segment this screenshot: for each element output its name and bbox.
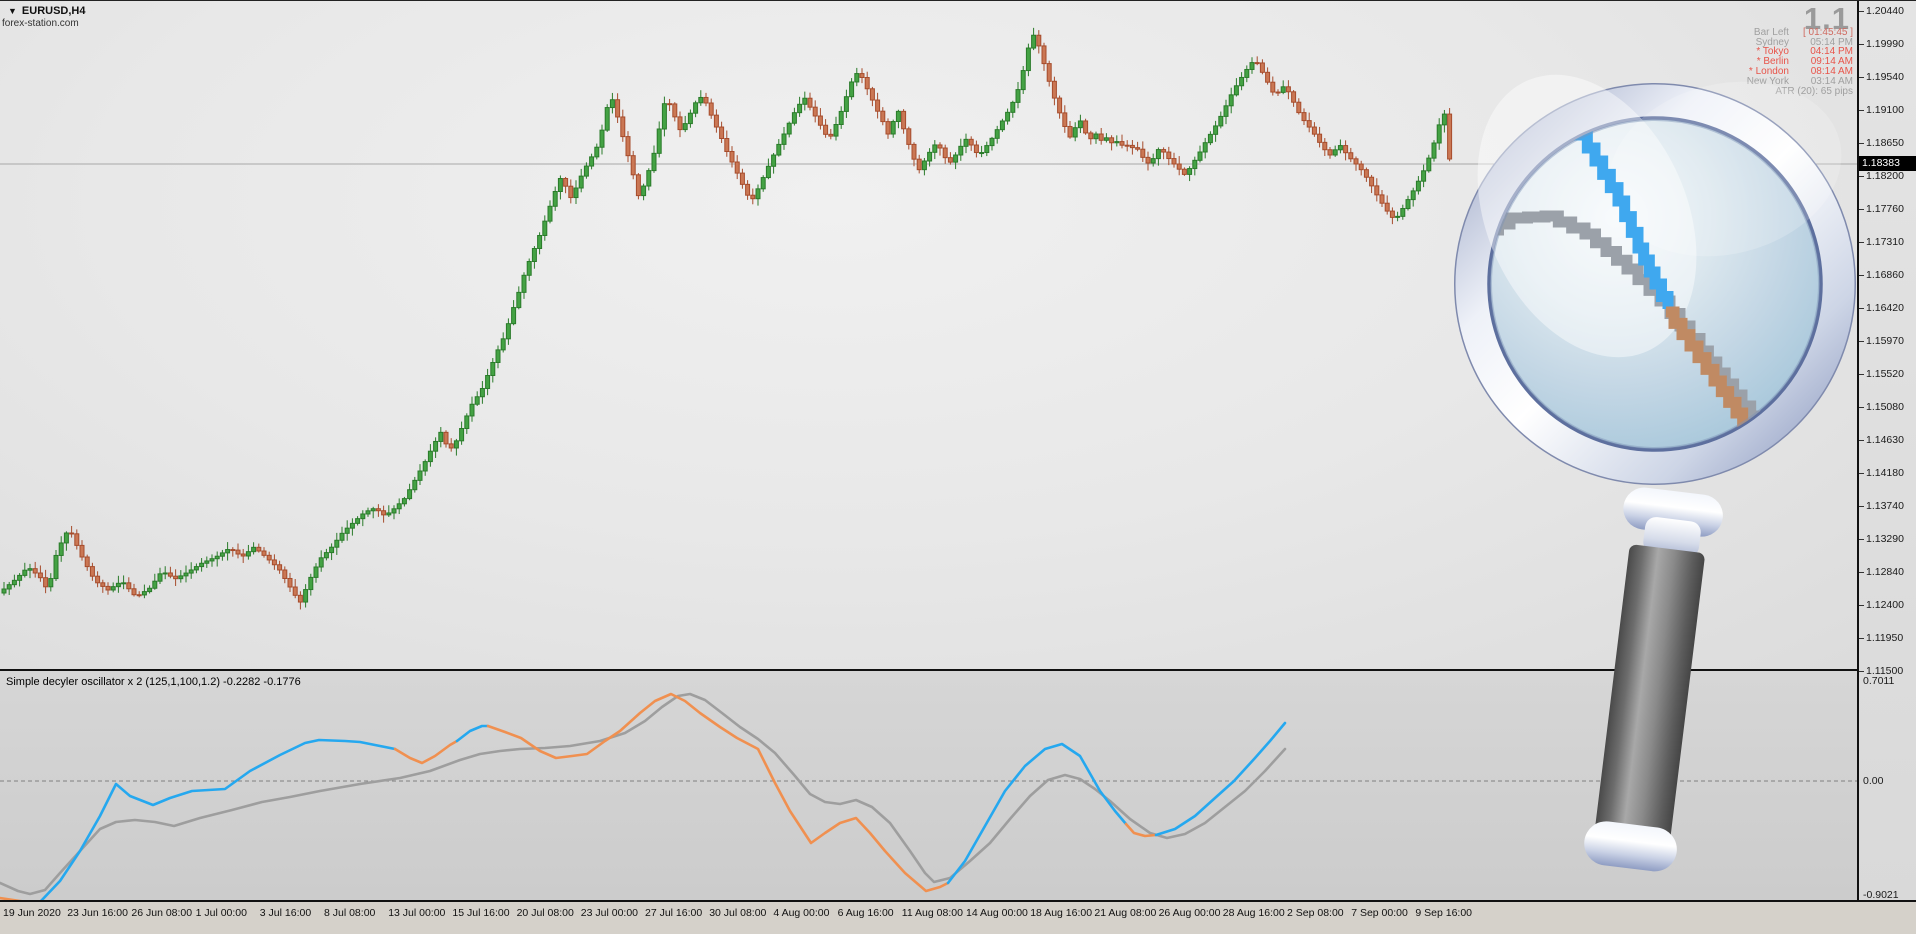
price-axis-label: 1.16860 xyxy=(1859,269,1904,281)
oscillator-colored-line-orange xyxy=(1124,822,1158,838)
time-axis-label: 8 Jul 08:00 xyxy=(324,907,376,919)
time-axis-label: 15 Jul 16:00 xyxy=(452,907,510,919)
time-axis-label: 20 Jul 08:00 xyxy=(516,907,574,919)
time-axis-label: 9 Sep 16:00 xyxy=(1415,907,1473,919)
time-axis-label: 26 Aug 00:00 xyxy=(1158,907,1221,919)
oscillator-colored-line-blue xyxy=(946,742,1128,885)
session-clock-panel: Bar Left[ 01:45:45 ] Sydney 05:14 PM * Toky… xyxy=(1733,28,1853,97)
price-axis-label: 1.20440 xyxy=(1859,5,1904,17)
time-axis-label: 3 Jul 16:00 xyxy=(259,907,312,919)
price-axis-label: 1.13290 xyxy=(1859,533,1904,545)
price-axis-label: 1.14180 xyxy=(1859,467,1904,479)
oscillator-axis-label: -0.9021 xyxy=(1863,889,1899,901)
price-axis-label: 1.11500 xyxy=(1858,665,1904,677)
price-axis-label: 1.18650 xyxy=(1859,137,1904,149)
candlestick-chart[interactable] xyxy=(0,1,1857,670)
time-axis-label: 30 Jul 08:00 xyxy=(709,907,767,919)
price-axis-label: 1.19540 xyxy=(1859,71,1904,83)
price-axis-label: 1.18200 xyxy=(1859,170,1904,182)
price-axis-label: 1.12840 xyxy=(1859,566,1904,578)
time-axis-label: 14 Aug 00:00 xyxy=(966,907,1028,919)
panel-separator[interactable] xyxy=(0,669,1916,671)
clock-row: Bar Left[ 01:45:45 ] xyxy=(1753,27,1853,38)
time-axis-label: 27 Jul 16:00 xyxy=(645,907,703,919)
price-axis-label: 1.15520 xyxy=(1859,368,1904,380)
time-axis-label: 7 Sep 00:00 xyxy=(1351,907,1408,919)
time-axis-label: 1 Jul 00:00 xyxy=(195,907,247,919)
price-axis-label: 1.11950 xyxy=(1858,632,1904,644)
time-axis-label: 19 Jun 2020 xyxy=(3,907,61,919)
price-axis-label: 1.15970 xyxy=(1859,335,1904,347)
price-axis[interactable]: 1.18383 1.20440 1.19990 1.19540 1.19100 1.18… xyxy=(1857,1,1916,901)
price-axis-label: 1.14630 xyxy=(1859,434,1904,446)
bottom-separator xyxy=(0,900,1916,902)
time-axis-label: 23 Jun 16:00 xyxy=(67,907,128,919)
oscillator-colored-line-blue xyxy=(40,738,397,900)
main-chart-area[interactable] xyxy=(0,1,1857,670)
time-axis-label: 26 Jun 08:00 xyxy=(131,907,193,919)
price-axis-label: 1.17760 xyxy=(1859,203,1904,215)
time-axis[interactable]: 19 Jun 2020 23 Jun 16:00 26 Jun 08:00 1 Jul… xyxy=(0,902,1916,934)
candles xyxy=(1,27,1453,610)
time-axis-label: 21 Aug 08:00 xyxy=(1094,907,1157,919)
time-axis-label: 4 Aug 00:00 xyxy=(773,907,830,919)
oscillator-panel[interactable] xyxy=(0,671,1857,900)
oscillator-axis-label: 0.00 xyxy=(1863,775,1884,787)
price-axis-label: 1.19990 xyxy=(1859,38,1904,50)
atr-value: ATR (20): 65 pips xyxy=(1775,86,1853,98)
oscillator-colored-line-blue xyxy=(1154,721,1287,837)
price-axis-label: 1.13740 xyxy=(1859,500,1904,512)
oscillator-axis-label: 0.7011 xyxy=(1863,675,1895,687)
time-axis-label: 28 Aug 16:00 xyxy=(1222,907,1285,919)
time-axis-label: 2 Sep 08:00 xyxy=(1287,907,1344,919)
oscillator-colored-line-orange xyxy=(393,739,459,765)
clock-row: * Berlin 09:14 AM xyxy=(1756,56,1853,68)
current-price-tag: 1.18383 xyxy=(1859,156,1916,171)
price-axis-label: 1.17310 xyxy=(1859,236,1904,248)
time-axis-label: 13 Jul 00:00 xyxy=(388,907,446,919)
symbol-title[interactable]: ▼ EURUSD,H4 xyxy=(8,5,86,17)
price-axis-label: 1.16420 xyxy=(1859,302,1904,314)
clock-row: * London 08:14 AM xyxy=(1748,65,1853,77)
clock-row: * Tokyo 04:14 PM xyxy=(1756,46,1853,58)
price-axis-label: 1.15080 xyxy=(1859,401,1904,413)
time-axis-label: 18 Aug 16:00 xyxy=(1030,907,1093,919)
time-axis-label: 11 Aug 08:00 xyxy=(901,907,963,919)
clock-row: Sydney 05:14 PM xyxy=(1755,36,1853,48)
time-axis-label: 6 Aug 16:00 xyxy=(837,907,894,919)
chevron-down-icon[interactable]: ▼ xyxy=(8,6,17,16)
price-axis-label: 1.19100 xyxy=(1859,104,1904,116)
oscillator-colored-line-blue xyxy=(455,724,490,743)
oscillator-chart[interactable] xyxy=(0,671,1857,900)
clock-row: New York 03:14 AM xyxy=(1746,75,1853,87)
big-price-watermark: 1.1 xyxy=(1803,1,1850,36)
oscillator-colored-line-orange xyxy=(0,896,42,900)
oscillator-label: Simple decyler oscillator x 2 (125,1,100… xyxy=(6,676,301,688)
price-axis-label: 1.12400 xyxy=(1859,599,1904,611)
oscillator-colored-line-orange xyxy=(486,692,950,893)
watermark: forex-station.com xyxy=(2,18,79,29)
time-axis-label: 23 Jul 00:00 xyxy=(580,907,639,919)
session-clock-table: Bar Left[ 01:45:45 ] Sydney 05:14 PM * Toky… xyxy=(1733,28,1853,86)
oscillator-gray-line xyxy=(0,692,1287,896)
